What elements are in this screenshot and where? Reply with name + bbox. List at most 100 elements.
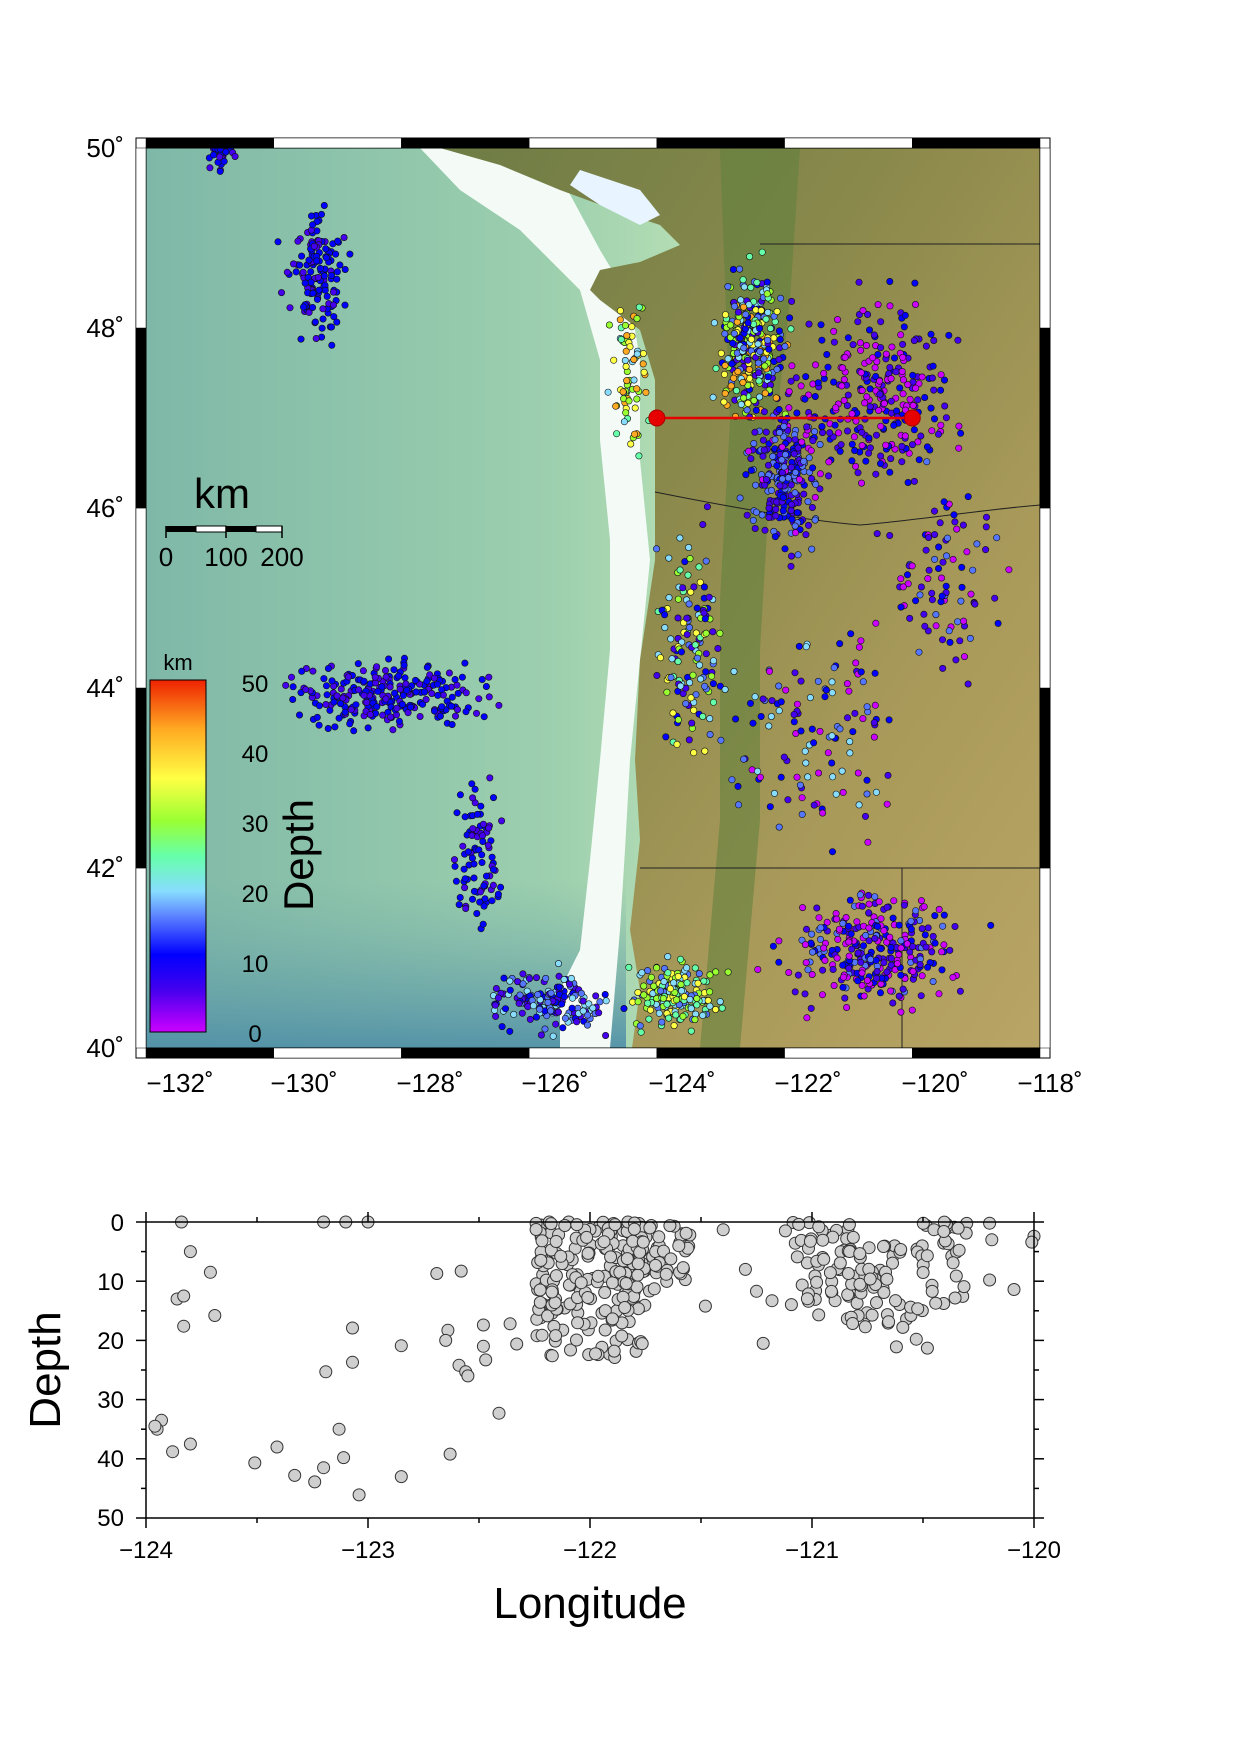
earthquake-point: [939, 664, 947, 672]
profile-point: [615, 1329, 629, 1343]
earthquake-point: [294, 237, 302, 245]
earthquake-point: [843, 1003, 851, 1011]
earthquake-point: [472, 709, 480, 717]
earthquake-point: [494, 890, 502, 898]
earthquake-point: [622, 409, 630, 417]
earthquake-point: [447, 702, 455, 710]
earthquake-point: [327, 323, 335, 331]
earthquake-point: [936, 519, 944, 527]
profile-point: [817, 1252, 831, 1266]
y-tick-label: 10: [97, 1269, 124, 1296]
earthquake-point: [322, 682, 330, 690]
earthquake-point: [828, 848, 836, 856]
earthquake-point: [967, 590, 975, 598]
earthquake-point: [938, 948, 946, 956]
earthquake-point: [422, 695, 430, 703]
earthquake-point: [940, 941, 948, 949]
earthquake-point: [924, 963, 932, 971]
earthquake-point: [633, 395, 641, 403]
earthquake-point: [316, 264, 324, 272]
profile-point: [166, 1445, 180, 1459]
earthquake-point: [482, 872, 490, 880]
lon-tick-label: −132˚: [146, 1068, 213, 1098]
earthquake-point: [623, 332, 631, 340]
earthquake-point: [845, 952, 853, 960]
earthquake-point: [676, 566, 684, 574]
earthquake-point: [469, 794, 477, 802]
earthquake-point: [309, 221, 317, 229]
earthquake-point: [934, 564, 942, 572]
earthquake-point: [940, 911, 948, 919]
earthquake-point: [720, 398, 728, 406]
earthquake-point: [775, 429, 783, 437]
earthquake-point: [406, 703, 414, 711]
earthquake-point: [876, 989, 884, 997]
earthquake-point: [843, 427, 851, 435]
earthquake-point: [918, 925, 926, 933]
earthquake-point: [971, 600, 979, 608]
earthquake-point: [755, 393, 763, 401]
earthquake-point: [347, 706, 355, 714]
earthquake-point: [898, 367, 906, 375]
frame-segment: [528, 137, 658, 149]
earthquake-point: [363, 698, 371, 706]
earthquake-point: [289, 695, 297, 703]
earthquake-point: [909, 401, 917, 409]
colorbar-tick-label: 10: [242, 951, 269, 978]
earthquake-point: [854, 949, 862, 957]
earthquake-point: [665, 594, 673, 602]
earthquake-point: [818, 336, 826, 344]
earthquake-point: [804, 966, 812, 974]
earthquake-point: [889, 999, 897, 1007]
profile-point: [510, 1337, 524, 1351]
earthquake-point: [866, 385, 874, 393]
earthquake-point: [895, 992, 903, 1000]
scale-bar-segment: [226, 526, 256, 532]
profile-point: [672, 1239, 686, 1253]
earthquake-point: [822, 686, 830, 694]
earthquake-point: [296, 261, 304, 269]
earthquake-point: [489, 866, 497, 874]
earthquake-point: [874, 301, 882, 309]
earthquake-point: [863, 703, 871, 711]
state-border-wa-or: [654, 491, 1040, 526]
colorbar-tick-label: 0: [248, 1021, 261, 1048]
earthquake-point: [544, 998, 552, 1006]
earthquake-point: [946, 638, 954, 646]
earthquake-point: [843, 680, 851, 688]
earthquake-point: [821, 693, 829, 701]
earthquake-point: [828, 732, 836, 740]
earthquake-point: [459, 842, 467, 850]
profile-point: [492, 1406, 506, 1420]
earthquake-point: [785, 404, 793, 412]
earthquake-point: [494, 994, 502, 1002]
earthquake-point: [693, 604, 701, 612]
profile-point: [430, 1267, 444, 1280]
earthquake-point: [907, 925, 915, 933]
earthquake-point: [886, 363, 894, 371]
earthquake-point: [760, 408, 768, 416]
earthquake-point: [676, 955, 684, 963]
earthquake-point: [656, 654, 664, 662]
earthquake-point: [734, 308, 742, 316]
earthquake-point: [484, 841, 492, 849]
earthquake-point: [923, 443, 931, 451]
earthquake-point: [857, 346, 865, 354]
y-tick-label: 30: [97, 1387, 124, 1414]
earthquake-point: [577, 989, 585, 997]
earthquake-point: [930, 507, 938, 515]
earthquake-point: [479, 920, 487, 928]
earthquake-point: [752, 508, 760, 516]
earthquake-point: [901, 311, 909, 319]
earthquake-point: [908, 441, 916, 449]
frame-segment: [1039, 327, 1051, 509]
earthquake-point: [916, 591, 924, 599]
profile-point: [792, 1217, 806, 1231]
earthquake-point: [778, 456, 786, 464]
profile-point: [591, 1269, 605, 1283]
earthquake-point: [685, 543, 693, 551]
earthquake-point: [876, 377, 884, 385]
earthquake-point: [616, 307, 624, 315]
earthquake-point: [865, 909, 873, 917]
puget-sound: [570, 170, 660, 225]
